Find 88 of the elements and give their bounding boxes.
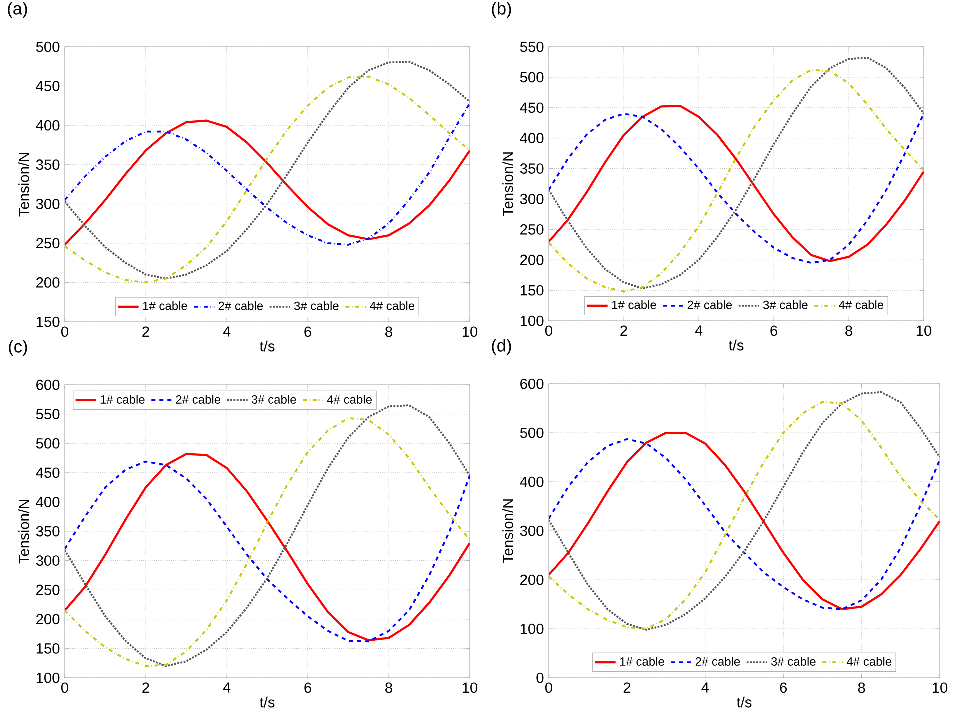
y-tick-label: 300 [36, 198, 60, 210]
y-tick-label: 150 [520, 285, 544, 296]
y-tick-label: 200 [520, 254, 544, 266]
y-tick-label: 450 [36, 468, 60, 478]
x-tick-label: 2 [620, 326, 628, 336]
legend-label: 4# cable [838, 300, 884, 310]
legend-label: 1# cable [620, 657, 664, 666]
x-tick-label: 2 [142, 326, 150, 337]
y-tick-label: 400 [520, 133, 544, 144]
x-tick-label: 6 [780, 682, 788, 694]
y-tick-label: 200 [520, 574, 544, 586]
x-axis-title: t/s [260, 340, 275, 352]
x-tick-label: 10 [916, 326, 932, 336]
y-axis-title: Tension/N [502, 152, 514, 216]
y-tick-label: 350 [36, 526, 60, 537]
x-tick-label: 0 [61, 682, 68, 694]
legend-label: 3# cable [294, 302, 339, 310]
legend-label: 4# cable [327, 395, 372, 404]
legend-label: 2# cable [696, 657, 740, 666]
legend-label: 3# cable [771, 657, 816, 666]
y-tick-label: 250 [36, 584, 60, 596]
legend-label: 2# cable [688, 300, 732, 310]
y-axis-title: Tension/N [502, 500, 514, 564]
x-tick-label: 6 [304, 326, 312, 338]
x-axis-title: t/s [737, 696, 752, 708]
legend-label: 1# cable [612, 300, 656, 310]
legend-label: 3# cable [763, 300, 808, 310]
y-tick-label: 600 [520, 378, 544, 390]
legend-label: 2# cable [218, 302, 264, 310]
y-tick-label: 450 [36, 81, 60, 92]
y-axis-title: Tension/N [18, 500, 30, 564]
legend-label: 3# cable [252, 395, 296, 404]
y-tick-label: 550 [520, 42, 544, 52]
y-tick-label: 450 [520, 102, 544, 114]
x-tick-label: 0 [61, 326, 68, 338]
x-tick-label: 8 [386, 682, 392, 694]
y-tick-label: 500 [520, 72, 544, 83]
legend-label: 4# cable [846, 657, 892, 666]
chart-title: (b) [492, 2, 512, 18]
y-tick-label: 0 [536, 672, 544, 684]
legend-label: 1# cable [100, 395, 145, 404]
y-tick-label: 300 [520, 194, 544, 204]
x-tick-label: 0 [545, 682, 552, 694]
y-tick-label: 600 [36, 380, 60, 390]
chart-title: (c) [9, 340, 28, 356]
y-tick-label: 100 [36, 672, 60, 684]
y-tick-label: 150 [36, 644, 60, 654]
y-tick-label: 350 [520, 164, 544, 174]
y-tick-label: 550 [36, 409, 60, 420]
y-tick-label: 200 [36, 278, 60, 288]
x-tick-label: 6 [304, 682, 312, 694]
x-tick-label: 4 [223, 682, 231, 693]
y-tick-label: 400 [36, 120, 60, 131]
legend-label: 2# cable [176, 395, 221, 404]
legend-label: 1# cable [143, 302, 188, 310]
x-tick-label: 10 [932, 682, 948, 694]
x-tick-label: 4 [223, 326, 231, 337]
x-tick-label: 0 [545, 326, 552, 336]
y-axis-title: Tension/N [18, 153, 30, 217]
y-tick-label: 150 [36, 316, 60, 328]
y-tick-label: 500 [36, 42, 60, 52]
x-tick-label: 8 [858, 682, 866, 694]
x-tick-label: 8 [846, 326, 852, 336]
legend-label: 4# cable [370, 302, 415, 310]
y-tick-label: 250 [520, 224, 544, 235]
x-tick-label: 4 [695, 326, 703, 336]
y-tick-label: 100 [520, 624, 544, 634]
y-tick-label: 100 [520, 316, 544, 326]
y-tick-label: 300 [520, 526, 544, 536]
x-tick-label: 10 [462, 682, 478, 694]
x-tick-label: 10 [462, 326, 478, 338]
x-axis-title: t/s [729, 340, 744, 351]
chart-title: (a) [8, 2, 28, 18]
y-tick-label: 250 [36, 238, 60, 249]
x-axis-title: t/s [260, 696, 275, 708]
y-tick-label: 200 [36, 614, 60, 625]
x-tick-label: 8 [386, 326, 392, 338]
y-tick-label: 350 [36, 160, 60, 170]
y-tick-label: 400 [520, 476, 544, 488]
y-tick-label: 500 [520, 428, 544, 438]
x-tick-label: 4 [702, 682, 710, 693]
chart-title: (d) [492, 339, 512, 356]
x-tick-label: 6 [770, 326, 778, 336]
x-tick-label: 2 [624, 682, 631, 693]
x-tick-label: 2 [142, 682, 150, 693]
y-tick-label: 300 [36, 556, 60, 566]
y-tick-label: 400 [36, 497, 60, 508]
y-tick-label: 500 [36, 438, 60, 449]
